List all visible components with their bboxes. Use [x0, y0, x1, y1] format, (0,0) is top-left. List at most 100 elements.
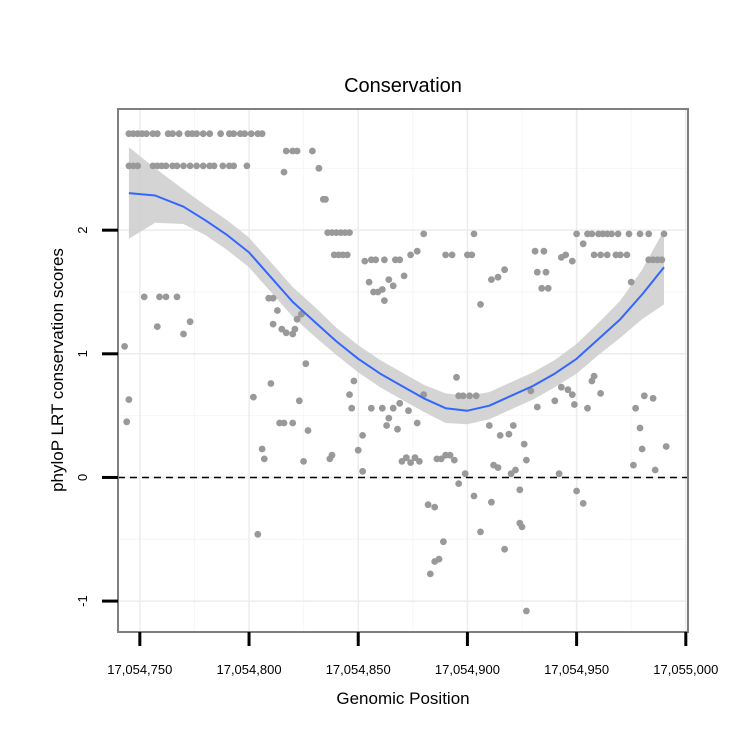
y-tick-label: 1 [75, 350, 90, 357]
data-point [636, 424, 644, 432]
data-point [199, 162, 207, 170]
data-point [472, 392, 480, 400]
data-point [350, 377, 358, 385]
data-point [531, 247, 539, 255]
data-point [488, 276, 495, 283]
data-point [597, 251, 604, 259]
data-point [640, 392, 648, 400]
x-tick-label: 17,054,950 [544, 662, 609, 677]
data-point [455, 480, 463, 487]
data-point [169, 130, 177, 138]
data-point [405, 407, 412, 415]
data-point [494, 464, 502, 471]
data-point [258, 130, 266, 138]
data-point [407, 251, 414, 259]
data-point [630, 461, 637, 469]
data-point [413, 419, 421, 427]
data-point [243, 162, 251, 170]
data-point [590, 251, 598, 259]
data-point [125, 396, 133, 403]
data-point [186, 162, 194, 170]
data-point [413, 247, 421, 255]
data-point [378, 286, 386, 293]
data-point [162, 293, 170, 301]
data-point [564, 386, 572, 394]
data-point [660, 230, 668, 238]
data-point [359, 467, 366, 475]
data-point [645, 230, 653, 238]
data-point [435, 555, 443, 563]
data-point [448, 251, 456, 259]
data-point [470, 230, 478, 238]
data-point [632, 404, 639, 412]
data-point [562, 251, 570, 259]
y-axis: -1 0 1 2 [75, 227, 118, 607]
data-point [173, 293, 181, 301]
data-point [295, 397, 303, 405]
data-point [568, 391, 576, 398]
data-point [588, 230, 596, 238]
data-point [193, 162, 201, 170]
data-point [494, 273, 502, 281]
data-point [614, 230, 622, 238]
data-point [346, 229, 353, 237]
data-point [627, 278, 635, 286]
data-point [282, 329, 290, 337]
data-point [523, 456, 530, 464]
data-point [300, 458, 307, 465]
data-point [501, 266, 508, 274]
data-point [416, 458, 423, 465]
data-point [282, 147, 290, 155]
data-point [573, 487, 580, 495]
data-point [540, 247, 548, 255]
data-point [396, 399, 404, 407]
data-point [381, 297, 388, 304]
data-point [485, 422, 493, 429]
data-point [372, 256, 380, 264]
data-point [477, 301, 484, 308]
data-point [446, 451, 454, 459]
data-point [579, 500, 587, 507]
data-point [597, 390, 604, 397]
data-point [466, 392, 473, 400]
data-point [359, 432, 366, 439]
data-point [477, 528, 484, 536]
data-point [230, 130, 238, 138]
data-point [623, 251, 631, 259]
data-point [608, 230, 615, 238]
data-point [173, 162, 181, 170]
x-tick-label: 17,055,000 [653, 662, 718, 677]
data-point [636, 230, 644, 238]
smooth-line-layer [128, 192, 665, 412]
data-point [193, 130, 201, 138]
x-tick-label: 17,054,900 [435, 662, 500, 677]
data-point [153, 130, 161, 138]
data-point [260, 455, 268, 463]
data-point [453, 373, 460, 381]
data-point [186, 318, 194, 326]
data-point [254, 530, 262, 538]
data-point [389, 282, 397, 290]
data-point [488, 498, 495, 506]
data-point [241, 130, 249, 138]
data-point [468, 251, 476, 259]
data-point [402, 454, 410, 462]
data-point [440, 538, 447, 546]
data-point [658, 256, 666, 264]
data-point [544, 284, 552, 292]
data-point [123, 418, 131, 426]
data-point [219, 162, 227, 170]
data-point [396, 256, 404, 264]
data-point [505, 430, 513, 438]
data-point [516, 486, 524, 494]
x-tick-label: 17,054,850 [326, 662, 391, 677]
data-point [542, 268, 550, 276]
data-point [280, 168, 288, 176]
data-point [501, 545, 508, 553]
data-point [206, 130, 214, 138]
data-point [520, 440, 528, 448]
y-tick-label: 0 [75, 474, 90, 481]
points-layer [121, 130, 670, 615]
data-point [442, 251, 449, 259]
